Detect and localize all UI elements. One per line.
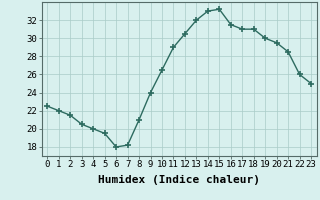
X-axis label: Humidex (Indice chaleur): Humidex (Indice chaleur)	[98, 175, 260, 185]
